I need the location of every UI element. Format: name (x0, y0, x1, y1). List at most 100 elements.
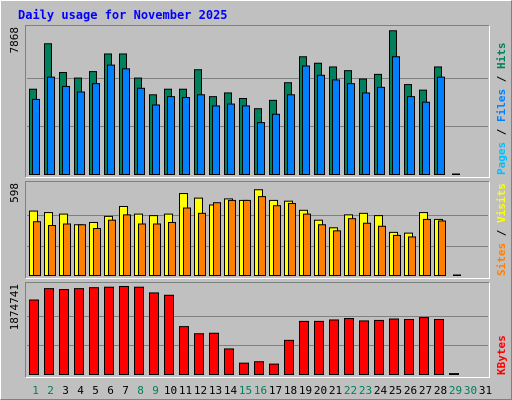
bar-files-day-8 (137, 87, 145, 175)
bar-files-day-16 (257, 122, 265, 176)
bar-files-day-23 (362, 92, 370, 175)
x-tick-label-day-29: 29 (449, 384, 462, 397)
bar-kbytes-day-24 (374, 319, 384, 375)
bar-sites-day-26 (408, 236, 416, 276)
x-tick-label-day-15: 15 (239, 384, 252, 397)
bar-files-day-11 (182, 97, 190, 175)
bar-sites-day-28 (438, 220, 446, 277)
x-tick-label-day-9: 9 (152, 384, 159, 397)
bar-sites-day-9 (153, 223, 161, 276)
x-tick-label-day-24: 24 (374, 384, 388, 397)
bar-files-day-21 (332, 79, 340, 175)
bar-files-day-10 (167, 96, 175, 175)
x-tick-label-day-14: 14 (224, 384, 238, 397)
bar-kbytes-day-11 (179, 326, 189, 375)
bar-sites-day-4 (78, 224, 86, 276)
bar-kbytes-day-3 (59, 289, 69, 375)
y-axis-max-label: 598 (8, 183, 21, 203)
x-tick-label-day-21: 21 (329, 384, 342, 397)
bar-kbytes-day-1 (29, 299, 39, 376)
bar-files-day-26 (407, 96, 415, 175)
x-tick-label-day-22: 22 (344, 384, 357, 397)
x-tick-label-day-8: 8 (137, 384, 144, 397)
x-tick-label-day-23: 23 (359, 384, 372, 397)
panel-frame-highlight (25, 282, 490, 378)
bar-sites-day-13 (213, 202, 221, 276)
bar-files-day-13 (212, 105, 220, 175)
x-tick-label-day-27: 27 (419, 384, 432, 397)
bar-kbytes-day-15 (239, 362, 249, 375)
bar-sites-day-7 (123, 214, 131, 277)
bar-kbytes-day-29 (449, 373, 459, 376)
x-tick-label-day-3: 3 (62, 384, 69, 397)
panel-frame-highlight (25, 181, 490, 279)
bar-kbytes-day-13 (209, 332, 219, 376)
bar-files-day-20 (317, 74, 325, 175)
bar-sites-day-20 (318, 224, 326, 276)
bar-kbytes-day-19 (299, 320, 309, 375)
legend-label-part: Hits (495, 43, 508, 70)
bar-sites-day-29 (453, 274, 461, 277)
bar-files-day-3 (62, 85, 70, 175)
panel-kbytes: 1874741 KBytes (8, 282, 508, 378)
bar-files-day-14 (227, 103, 235, 175)
bar-sites-day-18 (288, 202, 296, 277)
x-tick-label-day-6: 6 (107, 384, 114, 397)
bar-sites-day-21 (333, 230, 341, 276)
x-tick-label-day-18: 18 (284, 384, 297, 397)
bar-sites-day-10 (168, 221, 176, 276)
legend-label-part: Files (495, 89, 508, 122)
bar-kbytes-day-22 (344, 318, 354, 376)
bar-kbytes-day-8 (134, 286, 144, 375)
bar-kbytes-day-5 (89, 287, 99, 375)
legend-label: KBytes (495, 335, 508, 375)
bar-files-day-4 (77, 91, 85, 175)
bar-files-day-6 (107, 64, 115, 175)
bar-sites-day-11 (183, 207, 191, 277)
bar-kbytes-day-14 (224, 348, 234, 376)
bar-files-day-18 (287, 94, 295, 175)
bar-files-day-9 (152, 104, 160, 175)
x-tick-label-day-31: 31 (479, 384, 492, 397)
panel-frame-shadow (25, 282, 490, 378)
x-tick-label-day-2: 2 (47, 384, 54, 397)
legend-label-part: / (495, 122, 508, 142)
bar-sites-day-3 (63, 223, 71, 276)
x-tick-label-day-25: 25 (389, 384, 402, 397)
bar-files-day-15 (242, 105, 250, 175)
bar-sites-day-19 (303, 213, 311, 276)
x-tick-label-day-30: 30 (464, 384, 477, 397)
bar-sites-day-2 (48, 225, 56, 277)
legend-label-part: Visits (495, 183, 508, 223)
bar-files-day-1 (32, 98, 40, 175)
bar-sites-day-16 (258, 196, 266, 276)
bar-kbytes-day-18 (284, 339, 294, 375)
bar-sites-day-14 (228, 199, 236, 276)
bar-kbytes-day-28 (434, 318, 444, 376)
x-tick-label-day-26: 26 (404, 384, 417, 397)
bar-kbytes-day-2 (44, 288, 54, 375)
chart-title: Daily usage for November 2025 (18, 8, 228, 22)
bar-sites-day-5 (93, 228, 101, 276)
bar-sites-day-17 (273, 205, 281, 277)
x-axis-labels: 1 2 3 4 5 6 7 8 9 10 11 12 13 14 15 16 17 18 19 20 21 22 23 24 2… (32, 384, 492, 397)
bar-sites-day-1 (33, 221, 41, 276)
x-tick-label-day-4: 4 (77, 384, 84, 397)
legend-label: Sites / Visits (495, 183, 508, 276)
chart-panels: 7868 Pages / Files / Hits 598 Sites / Visit… (8, 25, 508, 378)
x-tick-label-day-5: 5 (92, 384, 99, 397)
panel-frame-highlight (25, 25, 490, 178)
bar-kbytes-day-16 (254, 361, 264, 375)
bar-files-day-7 (122, 68, 130, 175)
bar-kbytes-day-27 (419, 317, 429, 376)
x-tick-label-day-12: 12 (194, 384, 207, 397)
x-tick-label-day-19: 19 (299, 384, 312, 397)
x-tick-label-day-11: 11 (179, 384, 192, 397)
legend-label-part: Pages (495, 142, 508, 175)
bar-sites-day-22 (348, 218, 356, 277)
bar-sites-day-8 (138, 223, 146, 276)
bar-sites-day-25 (393, 234, 401, 276)
bar-sites-day-6 (108, 219, 116, 276)
